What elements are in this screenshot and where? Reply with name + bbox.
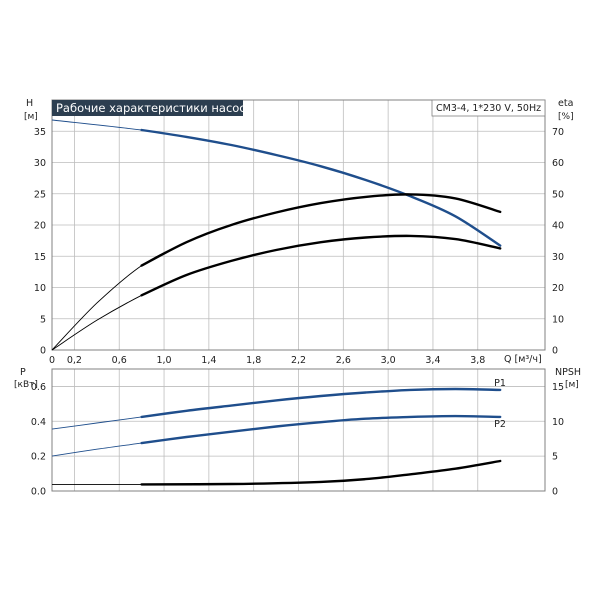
upper-y-right-tick: 40 [552,221,564,232]
upper-y-left-tick: 25 [34,189,46,200]
y-left-unit-h: [м] [24,112,38,122]
lower-series: P1 P2 [51,378,506,486]
model-label: CM3-4, 1*230 V, 50Hz [436,103,541,114]
x-tick: 0 [49,355,55,366]
x-tick: 2,6 [336,355,351,366]
y-right-unit-eta: [%] [558,112,574,122]
lower-grid [52,369,545,491]
lower-y-right-tick: 10 [552,417,564,428]
upper-y-left-tick: 10 [34,283,46,294]
upper-y-left-tick: 35 [34,127,46,138]
x-tick: 1,4 [201,355,216,366]
x-tick: 1,0 [156,355,171,366]
upper-y-left-tick: 20 [34,221,46,232]
series-label-p2: P2 [494,419,506,430]
upper-y-right-tick: 10 [552,314,564,325]
upper-y-right-tick: 60 [552,158,564,169]
x-tick: 0,2 [67,355,82,366]
lower-y-right-tick: 0 [552,487,558,498]
y-left-unit-p: [кВт] [14,380,38,390]
x-tick: 0,6 [112,355,127,366]
upper-y-left-tick: 15 [34,252,46,263]
y-left-label-p: P [20,367,26,378]
upper-y-left-tick: 0 [40,346,46,357]
lower-y-right-tick: 5 [552,452,558,463]
upper-y-right-tick: 50 [552,189,564,200]
lower-panel: P [кВт] NPSH [м] 0.0 0.2 0.4 0.6 0 5 10 15 P1 P2 [14,367,581,498]
x-tick: 2,2 [291,355,306,366]
upper-y-left-tick: 30 [34,158,46,169]
lower-y-left-tick: 0.4 [31,417,46,428]
upper-y-left-tick: 5 [40,314,46,325]
lower-series-1-line [140,414,502,445]
upper-series-1-line [140,193,502,267]
x-tick: 3,0 [381,355,396,366]
upper-y-right-tick: 70 [552,127,564,138]
lower-series-0-line [140,387,502,419]
lower-y-right-tick: 15 [552,382,564,393]
y-right-unit-npsh: [м] [565,380,579,390]
lower-y-left-tick: 0.2 [31,452,46,463]
y-right-label-eta: eta [558,98,573,109]
y-right-label-npsh: NPSH [555,367,581,378]
lower-tick-labels: 0.0 0.2 0.4 0.6 0 5 10 15 [31,382,564,498]
upper-panel: Рабочие характеристики насоса CM3-4, 1*2… [24,98,574,366]
lower-y-left-tick: 0.6 [31,382,46,393]
title-bar [52,100,243,116]
lower-y-left-tick: 0.0 [31,487,46,498]
series-label-p1: P1 [494,378,506,389]
upper-series [51,119,502,351]
x-tick: 3,4 [425,355,440,366]
x-axis-label: Q [м³/ч] [504,354,542,365]
y-left-label-h: H [26,98,33,109]
upper-series-2-line [140,234,502,297]
upper-y-right-tick: 0 [552,346,558,357]
lower-series-2-line [140,459,502,486]
upper-tick-labels: 0 5 10 15 20 25 30 35 0 10 20 30 40 50 60 70 0 0,2 0,6 1,0 1… [34,127,564,366]
upper-y-right-tick: 30 [552,252,564,263]
lower-plot-frame [51,368,546,492]
x-tick: 1,8 [246,355,261,366]
upper-series-0-line [140,128,502,247]
x-tick: 3,8 [470,355,485,366]
model-label-box [431,99,546,117]
upper-y-right-tick: 20 [552,283,564,294]
chart-title: Рабочие характеристики насоса [56,101,253,115]
upper-plot-frame [51,99,546,351]
